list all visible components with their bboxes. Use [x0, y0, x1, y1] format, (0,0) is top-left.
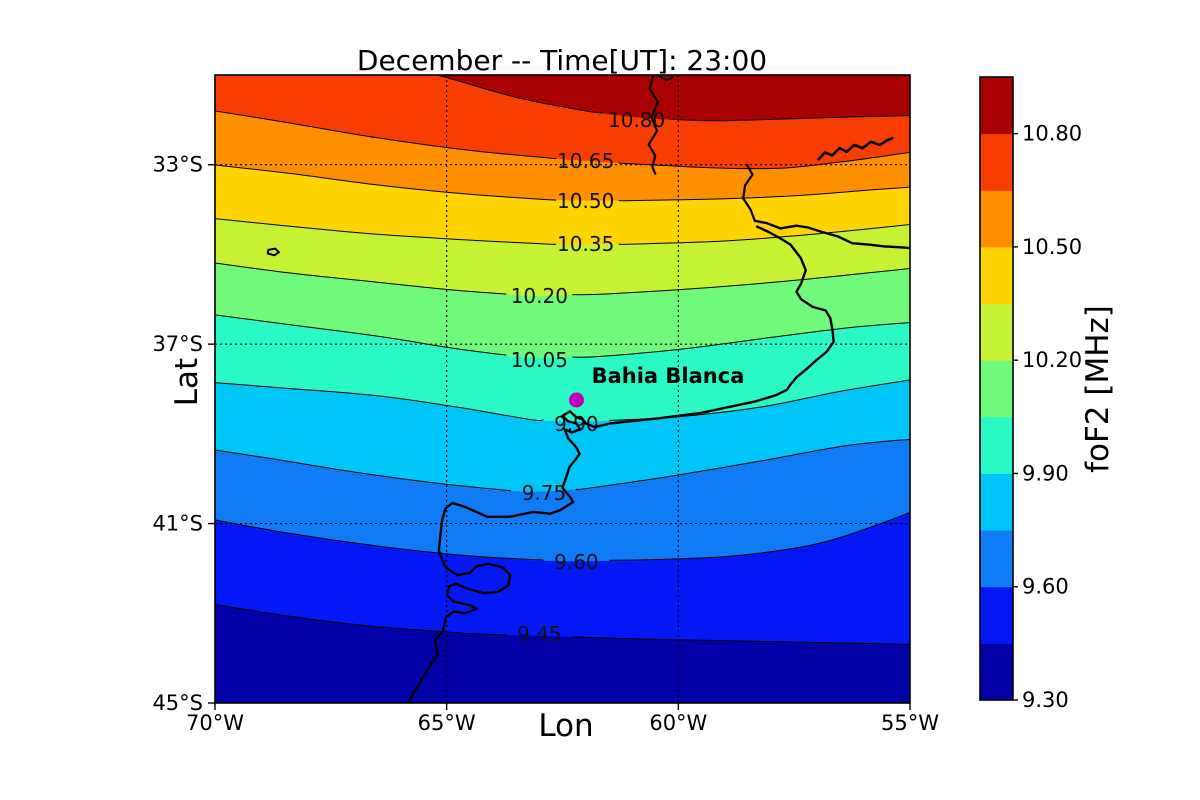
colorbar-tick-label: 9.90	[1022, 461, 1069, 485]
contour-line-10.35	[215, 218, 557, 245]
contour-label-10.05: 10.05	[511, 348, 568, 372]
colorbar-segment	[980, 643, 1013, 701]
contour-line-10.20	[215, 262, 507, 295]
colorbar: 10.80 10.50 10.20 9.90 9.60 9.30	[979, 76, 1082, 712]
contour-line-10.35	[618, 224, 910, 245]
contour-label-9.60: 9.60	[554, 550, 599, 574]
colorbar-tick-label: 10.20	[1022, 348, 1082, 372]
colorbar-segment	[980, 77, 1013, 135]
contour-line-9.45	[572, 636, 910, 645]
contour-line-9.45	[215, 604, 507, 636]
plot-title: December -- Time[UT]: 23:00	[357, 44, 767, 77]
x-axis-label: Lon	[538, 708, 593, 744]
contour-label-9.75: 9.75	[522, 481, 567, 505]
contour-lines	[215, 75, 910, 645]
colorbar-tick-label: 9.60	[1022, 575, 1069, 599]
small-island	[266, 247, 280, 257]
contour-line-10.20	[572, 267, 910, 296]
contour-line-9.75	[575, 438, 910, 491]
colorbar-segment	[980, 473, 1013, 531]
y-tick-label: 33°S	[152, 153, 203, 177]
contour-line-9.60	[215, 519, 544, 561]
contour-line-10.65	[215, 110, 557, 160]
coastline	[266, 75, 910, 703]
axis-ticks	[208, 164, 911, 710]
y-axis-label: Lat	[169, 358, 205, 406]
colorbar-segment	[980, 530, 1013, 588]
colorbar-axis-label: foF2 [MHz]	[1080, 305, 1116, 473]
y-tick-label: 41°S	[152, 512, 203, 536]
colorbar-tick-label: 10.50	[1022, 235, 1082, 259]
colorbar-segment	[980, 360, 1013, 418]
contour-line-10.65	[618, 151, 910, 170]
uruguay-river	[742, 163, 756, 222]
contour-line-10.05	[572, 322, 910, 358]
contour-label-10.20: 10.20	[511, 284, 568, 308]
contour-line-10.50	[618, 186, 910, 202]
contour-line-10.50	[215, 164, 557, 201]
axis-tick-labels: 70°W 65°W 60°W 55°W 33°S 37°S 41°S 45°S	[152, 153, 939, 735]
contour-label-10.35: 10.35	[557, 232, 614, 256]
contour-line-9.75	[215, 449, 512, 492]
contour-label-10.65: 10.65	[557, 149, 614, 173]
x-tick-label: 70°W	[186, 711, 244, 735]
y-tick-label: 37°S	[152, 332, 203, 356]
contour-line-10.05	[215, 314, 507, 356]
contour-line-10.80	[669, 115, 910, 122]
colorbar-tick-label: 10.80	[1022, 122, 1082, 146]
plot-frame	[214, 74, 911, 704]
atlantic-coast	[407, 225, 835, 703]
parana-fork	[656, 75, 674, 82]
x-tick-label: 55°W	[881, 711, 939, 735]
y-tick-label: 45°S	[152, 691, 203, 715]
contour-line-9.90	[215, 382, 544, 422]
station-label: Bahia Blanca	[592, 364, 745, 388]
plata-north-shore	[753, 219, 910, 250]
station-marker	[569, 392, 584, 408]
contour-labels: 10.8010.6510.5010.3510.2010.059.909.759.…	[511, 108, 666, 646]
colorbar-segment	[980, 416, 1013, 474]
colorbar-frame	[979, 76, 1014, 701]
gridlines	[215, 75, 910, 703]
x-tick-label: 65°W	[418, 711, 476, 735]
band-below-9.45	[215, 604, 910, 703]
contour-label-9.45: 9.45	[517, 622, 562, 646]
colorbar-segment	[980, 303, 1013, 361]
contour-line-9.60	[609, 511, 910, 561]
contour-bands	[215, 75, 910, 703]
x-tick-label: 60°W	[649, 711, 707, 735]
contour-label-10.50: 10.50	[557, 189, 614, 213]
rio-negro-river	[817, 136, 894, 161]
colorbar-segment	[980, 586, 1013, 644]
colorbar-tick-label: 9.30	[1022, 688, 1069, 712]
colorbar-segment	[980, 190, 1013, 248]
contour-line-10.80	[435, 75, 604, 114]
parana-river	[647, 75, 659, 175]
colorbar-segment	[980, 246, 1013, 305]
colorbar-segment	[980, 133, 1013, 191]
